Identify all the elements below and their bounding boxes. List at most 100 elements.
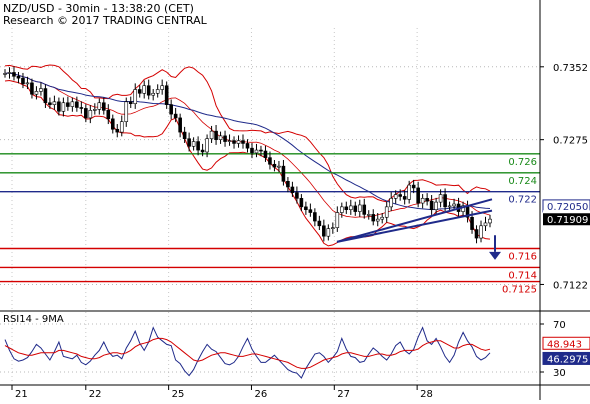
candle-body [375,218,380,222]
candle [241,134,245,149]
candle-body [227,140,232,142]
candle-body [411,184,416,189]
candle [236,135,241,148]
rsi-panel: RSI14 - 9MA 70 30 48.943 46.2975 [0,314,590,379]
candle [110,114,115,134]
level-label: 0.7125 [502,285,537,296]
chart-title: NZD/USD - 30min - 13:38:20 (CET) [3,2,194,15]
candle-body [434,201,438,210]
candle [200,143,205,157]
candle-body [128,101,133,105]
candle [39,82,43,96]
candle [245,139,250,153]
candle [295,186,299,204]
candle [93,103,97,115]
candle [420,194,425,209]
candle-body [43,88,48,104]
candle-body [169,104,173,115]
candle-body [402,196,407,200]
candle [61,97,66,117]
candle-body [236,140,241,144]
candle [146,79,151,100]
date-tick-label: 26 [254,389,267,400]
candle [416,181,420,208]
candle-body [263,150,268,158]
candle [196,136,200,156]
candle-body [443,194,447,208]
candle-body [52,101,57,105]
candle [133,83,138,109]
price-tick-label: 0.7122 [553,280,588,291]
candle [30,78,34,99]
annotations [336,198,501,260]
candle [106,104,111,125]
candle [371,209,376,226]
candle-body [479,225,483,239]
candle-body [25,82,30,85]
candle-body [447,205,452,208]
candle [272,160,277,172]
level-label: 0.724 [508,176,537,187]
candle [160,79,164,95]
current-price: 0.71909 [543,213,590,226]
candle [402,190,407,205]
candle [16,72,21,84]
ma-value-marker: 48.943 [542,336,590,350]
candle [48,97,52,109]
level-label: 0.716 [508,251,537,262]
date-tick-label: 25 [172,389,185,400]
current-price-text: 0.71909 [547,215,588,226]
candle [461,201,465,216]
candle [474,225,479,244]
candle [34,86,39,100]
candle-body [245,143,250,149]
candle-body [191,141,196,147]
candle [483,216,488,231]
candle [438,189,443,208]
candle [250,142,254,159]
candle-body [39,88,43,92]
research-credit: Research © 2017 TRADING CENTRAL [3,14,208,27]
candle [84,104,88,123]
candle-body [137,89,142,94]
candle [12,66,16,81]
candle-body [196,141,200,151]
candle-body [178,117,182,133]
price-gridlines [0,28,540,384]
candle [205,134,209,158]
candle-body [389,198,394,208]
candle-body [79,107,84,109]
candle [3,69,7,78]
rsi-tick-label: 30 [553,368,566,379]
candle [362,198,367,219]
candle-body [304,206,308,210]
candle-body [97,102,102,110]
candle [407,180,411,204]
candle [75,96,79,112]
candle-body [7,72,12,74]
candle [137,85,142,98]
ma-value-box [542,336,590,350]
price-tick-label: 0.7275 [553,136,588,147]
candle [281,160,286,186]
candle [380,213,385,224]
candle-body [281,165,286,182]
level-lines: 0.726 0.724 0.722 0.716 0.714 0.7125 [0,153,540,296]
candle-body [393,194,398,199]
candle-body [57,101,61,112]
candle-body [295,192,299,199]
candle-body [155,89,160,94]
candle [393,190,398,204]
candle [119,115,124,137]
candle [263,145,268,162]
candle [384,201,389,223]
candle [290,181,295,197]
candle [259,145,263,157]
rsi-series-line [4,326,491,379]
candle-body [416,187,420,204]
candle-body [218,135,223,140]
candle-body [313,212,317,222]
candle [299,194,304,212]
rsi-series-line [4,337,491,369]
date-tick-label: 22 [89,389,102,400]
